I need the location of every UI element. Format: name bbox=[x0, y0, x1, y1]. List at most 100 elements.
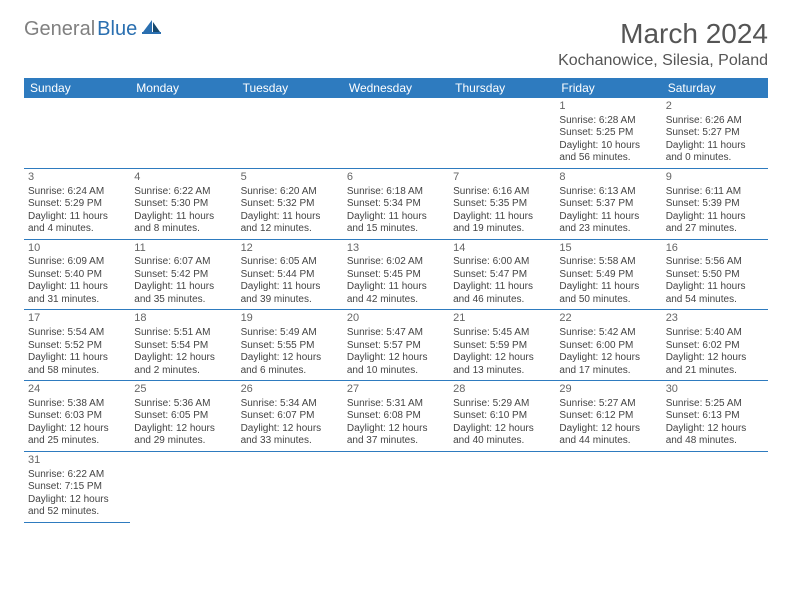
day-header: Thursday bbox=[449, 78, 555, 98]
day-detail: Sunrise: 5:29 AM bbox=[453, 398, 551, 411]
calendar-cell: 8Sunrise: 6:13 AMSunset: 5:37 PMDaylight… bbox=[555, 168, 661, 239]
calendar-cell: 5Sunrise: 6:20 AMSunset: 5:32 PMDaylight… bbox=[237, 168, 343, 239]
day-detail: and 50 minutes. bbox=[559, 294, 657, 307]
day-number: 4 bbox=[134, 171, 232, 185]
day-detail: Sunset: 5:55 PM bbox=[241, 340, 339, 353]
day-detail: Sunset: 6:13 PM bbox=[666, 410, 764, 423]
day-number: 31 bbox=[28, 454, 126, 468]
day-detail: Sunset: 5:39 PM bbox=[666, 198, 764, 211]
calendar-cell bbox=[24, 98, 130, 168]
calendar-cell: 29Sunrise: 5:27 AMSunset: 6:12 PMDayligh… bbox=[555, 381, 661, 452]
day-number: 9 bbox=[666, 171, 764, 185]
day-detail: Daylight: 12 hours bbox=[453, 423, 551, 436]
day-detail: Daylight: 11 hours bbox=[241, 211, 339, 224]
calendar-cell: 18Sunrise: 5:51 AMSunset: 5:54 PMDayligh… bbox=[130, 310, 236, 381]
day-detail: and 42 minutes. bbox=[347, 294, 445, 307]
day-detail: Sunset: 7:15 PM bbox=[28, 481, 126, 494]
day-detail: Sunset: 5:44 PM bbox=[241, 269, 339, 282]
calendar-cell: 12Sunrise: 6:05 AMSunset: 5:44 PMDayligh… bbox=[237, 239, 343, 310]
day-detail: Daylight: 11 hours bbox=[28, 211, 126, 224]
day-header: Saturday bbox=[662, 78, 768, 98]
day-detail: Daylight: 11 hours bbox=[453, 211, 551, 224]
day-detail: Sunrise: 5:58 AM bbox=[559, 256, 657, 269]
day-detail: Sunset: 6:00 PM bbox=[559, 340, 657, 353]
day-detail: and 54 minutes. bbox=[666, 294, 764, 307]
location: Kochanowice, Silesia, Poland bbox=[558, 52, 768, 70]
day-number: 19 bbox=[241, 312, 339, 326]
calendar-cell bbox=[449, 98, 555, 168]
calendar-cell: 4Sunrise: 6:22 AMSunset: 5:30 PMDaylight… bbox=[130, 168, 236, 239]
day-detail: Daylight: 11 hours bbox=[666, 281, 764, 294]
day-detail: and 58 minutes. bbox=[28, 365, 126, 378]
month-title: March 2024 bbox=[558, 18, 768, 50]
day-detail: Sunrise: 5:47 AM bbox=[347, 327, 445, 340]
day-detail: Daylight: 12 hours bbox=[28, 494, 126, 507]
logo-text-blue: Blue bbox=[97, 18, 137, 41]
day-detail: Daylight: 12 hours bbox=[28, 423, 126, 436]
calendar-cell: 7Sunrise: 6:16 AMSunset: 5:35 PMDaylight… bbox=[449, 168, 555, 239]
calendar-cell bbox=[343, 451, 449, 522]
day-detail: and 27 minutes. bbox=[666, 223, 764, 236]
calendar-week-row: 24Sunrise: 5:38 AMSunset: 6:03 PMDayligh… bbox=[24, 381, 768, 452]
calendar-cell: 24Sunrise: 5:38 AMSunset: 6:03 PMDayligh… bbox=[24, 381, 130, 452]
day-detail: Daylight: 12 hours bbox=[666, 352, 764, 365]
day-detail: and 21 minutes. bbox=[666, 365, 764, 378]
day-number: 6 bbox=[347, 171, 445, 185]
day-detail: Sunrise: 6:11 AM bbox=[666, 186, 764, 199]
day-detail: and 2 minutes. bbox=[134, 365, 232, 378]
day-detail: Daylight: 11 hours bbox=[453, 281, 551, 294]
title-block: March 2024 Kochanowice, Silesia, Poland bbox=[558, 18, 768, 70]
day-detail: Sunrise: 5:31 AM bbox=[347, 398, 445, 411]
day-detail: Sunrise: 5:34 AM bbox=[241, 398, 339, 411]
day-detail: Sunrise: 6:22 AM bbox=[28, 469, 126, 482]
calendar-cell: 28Sunrise: 5:29 AMSunset: 6:10 PMDayligh… bbox=[449, 381, 555, 452]
calendar-cell: 23Sunrise: 5:40 AMSunset: 6:02 PMDayligh… bbox=[662, 310, 768, 381]
day-header: Wednesday bbox=[343, 78, 449, 98]
day-detail: Daylight: 12 hours bbox=[666, 423, 764, 436]
day-detail: Sunrise: 5:27 AM bbox=[559, 398, 657, 411]
day-number: 27 bbox=[347, 383, 445, 397]
day-detail: Daylight: 11 hours bbox=[559, 211, 657, 224]
day-detail: and 40 minutes. bbox=[453, 435, 551, 448]
day-detail: Sunset: 5:57 PM bbox=[347, 340, 445, 353]
logo-sail-icon bbox=[141, 18, 163, 41]
calendar-cell: 31Sunrise: 6:22 AMSunset: 7:15 PMDayligh… bbox=[24, 451, 130, 522]
day-detail: and 23 minutes. bbox=[559, 223, 657, 236]
day-detail: Sunrise: 5:56 AM bbox=[666, 256, 764, 269]
calendar-cell bbox=[555, 451, 661, 522]
calendar-cell: 2Sunrise: 6:26 AMSunset: 5:27 PMDaylight… bbox=[662, 98, 768, 168]
day-detail: Daylight: 12 hours bbox=[241, 352, 339, 365]
day-detail: Sunset: 5:35 PM bbox=[453, 198, 551, 211]
logo: General Blue bbox=[24, 18, 163, 41]
logo-text-gray: General bbox=[24, 18, 95, 41]
day-detail: Sunset: 5:49 PM bbox=[559, 269, 657, 282]
day-number: 30 bbox=[666, 383, 764, 397]
day-detail: Sunrise: 6:09 AM bbox=[28, 256, 126, 269]
day-detail: Sunset: 6:03 PM bbox=[28, 410, 126, 423]
day-detail: Sunset: 5:30 PM bbox=[134, 198, 232, 211]
day-detail: and 4 minutes. bbox=[28, 223, 126, 236]
day-detail: Sunset: 5:40 PM bbox=[28, 269, 126, 282]
calendar-week-row: 3Sunrise: 6:24 AMSunset: 5:29 PMDaylight… bbox=[24, 168, 768, 239]
day-detail: Sunrise: 5:36 AM bbox=[134, 398, 232, 411]
calendar-cell: 19Sunrise: 5:49 AMSunset: 5:55 PMDayligh… bbox=[237, 310, 343, 381]
day-detail: and 46 minutes. bbox=[453, 294, 551, 307]
calendar-table: Sunday Monday Tuesday Wednesday Thursday… bbox=[24, 78, 768, 523]
day-detail: Sunset: 6:10 PM bbox=[453, 410, 551, 423]
day-detail: Sunset: 5:34 PM bbox=[347, 198, 445, 211]
day-detail: and 44 minutes. bbox=[559, 435, 657, 448]
day-detail: Sunrise: 6:05 AM bbox=[241, 256, 339, 269]
calendar-week-row: 10Sunrise: 6:09 AMSunset: 5:40 PMDayligh… bbox=[24, 239, 768, 310]
day-detail: and 12 minutes. bbox=[241, 223, 339, 236]
day-detail: and 33 minutes. bbox=[241, 435, 339, 448]
day-detail: and 56 minutes. bbox=[559, 152, 657, 165]
day-detail: Sunrise: 5:42 AM bbox=[559, 327, 657, 340]
day-detail: Sunset: 5:27 PM bbox=[666, 127, 764, 140]
day-detail: Daylight: 11 hours bbox=[134, 211, 232, 224]
day-detail: and 15 minutes. bbox=[347, 223, 445, 236]
day-detail: and 13 minutes. bbox=[453, 365, 551, 378]
calendar-cell: 13Sunrise: 6:02 AMSunset: 5:45 PMDayligh… bbox=[343, 239, 449, 310]
day-number: 13 bbox=[347, 242, 445, 256]
day-detail: and 48 minutes. bbox=[666, 435, 764, 448]
day-detail: Daylight: 11 hours bbox=[666, 211, 764, 224]
